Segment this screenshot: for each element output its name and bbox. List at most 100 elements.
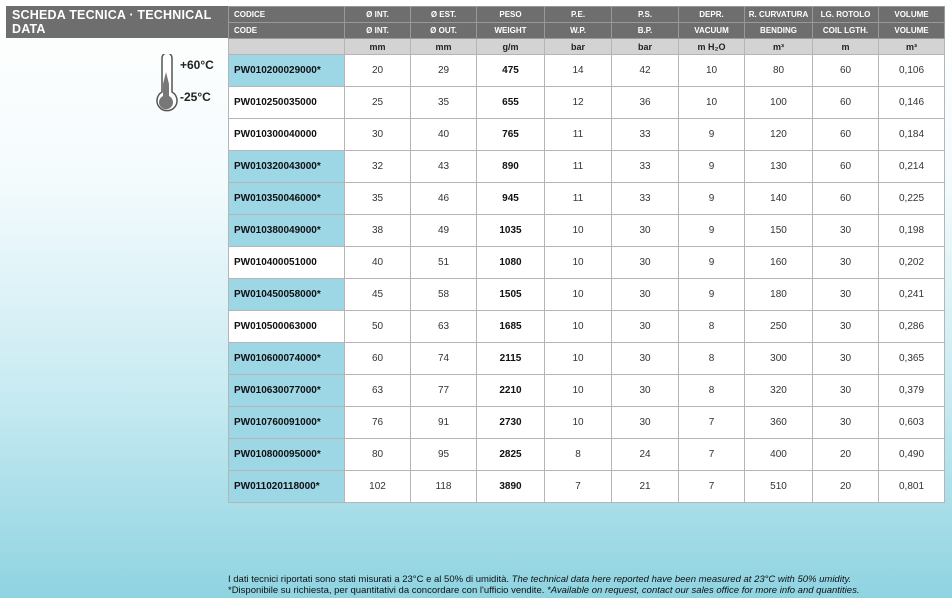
value-cell: 10 <box>544 278 612 311</box>
value-cell: 10 <box>544 374 612 407</box>
value-cell: 60 <box>812 150 879 183</box>
value-cell: 24 <box>611 438 679 471</box>
value-cell: 10 <box>544 246 612 279</box>
column-header: VOLUME <box>878 6 945 23</box>
value-cell: 7 <box>544 470 612 503</box>
column-header: PESO <box>476 6 545 23</box>
column-header: VACUUM <box>678 22 745 39</box>
code-cell: PW010380049000* <box>228 214 345 247</box>
column-header: m H₂O <box>678 38 745 55</box>
value-cell: 40 <box>410 118 477 151</box>
code-cell: PW010400051000 <box>228 246 345 279</box>
column-header: COIL LGTH. <box>812 22 879 39</box>
value-cell: 30 <box>611 374 679 407</box>
value-cell: 35 <box>344 182 411 215</box>
value-cell: 3890 <box>476 470 545 503</box>
value-cell: 46 <box>410 182 477 215</box>
value-cell: 118 <box>410 470 477 503</box>
value-cell: 10 <box>544 214 612 247</box>
code-cell: PW010300040000 <box>228 118 345 151</box>
value-cell: 0,184 <box>878 118 945 151</box>
code-cell: PW010450058000* <box>228 278 345 311</box>
value-cell: 20 <box>812 438 879 471</box>
value-cell: 400 <box>744 438 813 471</box>
value-cell: 33 <box>611 150 679 183</box>
value-cell: 0,490 <box>878 438 945 471</box>
table-row: PW010630077000* 63 77 2210 10 30 8 320 30 0,379 <box>228 374 945 407</box>
value-cell: 33 <box>611 118 679 151</box>
value-cell: 1080 <box>476 246 545 279</box>
table-row: PW010400051000 40 51 1080 10 30 9 160 30 0,202 <box>228 246 945 279</box>
value-cell: 14 <box>544 54 612 87</box>
column-header: P.S. <box>611 6 679 23</box>
value-cell: 40 <box>344 246 411 279</box>
value-cell: 80 <box>744 54 813 87</box>
column-header: BENDING <box>744 22 813 39</box>
value-cell: 475 <box>476 54 545 87</box>
code-cell: PW010600074000* <box>228 342 345 375</box>
value-cell: 0,379 <box>878 374 945 407</box>
value-cell: 30 <box>812 406 879 439</box>
value-cell: 10 <box>544 342 612 375</box>
value-cell: 60 <box>812 118 879 151</box>
value-cell: 180 <box>744 278 813 311</box>
value-cell: 9 <box>678 118 745 151</box>
value-cell: 9 <box>678 150 745 183</box>
page-title: SCHEDA TECNICA · TECHNICAL DATA <box>6 6 228 38</box>
value-cell: 60 <box>812 86 879 119</box>
value-cell: 25 <box>344 86 411 119</box>
code-cell: PW011020118000* <box>228 470 345 503</box>
value-cell: 510 <box>744 470 813 503</box>
value-cell: 9 <box>678 214 745 247</box>
value-cell: 655 <box>476 86 545 119</box>
table-row: PW010250035000 25 35 655 12 36 10 100 60 0,146 <box>228 86 945 119</box>
value-cell: 63 <box>410 310 477 343</box>
value-cell: 43 <box>410 150 477 183</box>
value-cell: 120 <box>744 118 813 151</box>
value-cell: 45 <box>344 278 411 311</box>
value-cell: 0,146 <box>878 86 945 119</box>
column-header: Ø INT. <box>344 22 411 39</box>
value-cell: 0,603 <box>878 406 945 439</box>
table-row: PW010760091000* 76 91 2730 10 30 7 360 30 0,603 <box>228 406 945 439</box>
table-row: PW010320043000* 32 43 890 11 33 9 130 60 0,214 <box>228 150 945 183</box>
column-header: g/m <box>476 38 545 55</box>
value-cell: 765 <box>476 118 545 151</box>
value-cell: 0,365 <box>878 342 945 375</box>
value-cell: 130 <box>744 150 813 183</box>
column-header: B.P. <box>611 22 679 39</box>
value-cell: 63 <box>344 374 411 407</box>
value-cell: 30 <box>611 406 679 439</box>
column-header: LG. ROTOLO <box>812 6 879 23</box>
column-header: mm <box>410 38 477 55</box>
value-cell: 30 <box>812 278 879 311</box>
value-cell: 7 <box>678 438 745 471</box>
value-cell: 80 <box>344 438 411 471</box>
temp-min: -25°C <box>180 90 211 104</box>
value-cell: 9 <box>678 278 745 311</box>
note-2-en: *Available on request, contact our sales… <box>547 585 860 596</box>
value-cell: 8 <box>678 310 745 343</box>
note-1-it: I dati tecnici riportati sono stati misu… <box>228 574 510 585</box>
value-cell: 320 <box>744 374 813 407</box>
table-row: PW010450058000* 45 58 1505 10 30 9 180 30 0,241 <box>228 278 945 311</box>
table-row: PW010300040000 30 40 765 11 33 9 120 60 0,184 <box>228 118 945 151</box>
value-cell: 2210 <box>476 374 545 407</box>
table-row: PW010600074000* 60 74 2115 10 30 8 300 30 0,365 <box>228 342 945 375</box>
column-header: DEPR. <box>678 6 745 23</box>
value-cell: 1505 <box>476 278 545 311</box>
column-header: CODE <box>228 22 345 39</box>
value-cell: 32 <box>344 150 411 183</box>
value-cell: 300 <box>744 342 813 375</box>
value-cell: 9 <box>678 246 745 279</box>
value-cell: 1035 <box>476 214 545 247</box>
value-cell: 60 <box>344 342 411 375</box>
column-header: Ø EST. <box>410 6 477 23</box>
column-header: Ø OUT. <box>410 22 477 39</box>
value-cell: 21 <box>611 470 679 503</box>
value-cell: 250 <box>744 310 813 343</box>
value-cell: 20 <box>344 54 411 87</box>
value-cell: 49 <box>410 214 477 247</box>
value-cell: 58 <box>410 278 477 311</box>
thermometer-icon <box>156 54 178 112</box>
